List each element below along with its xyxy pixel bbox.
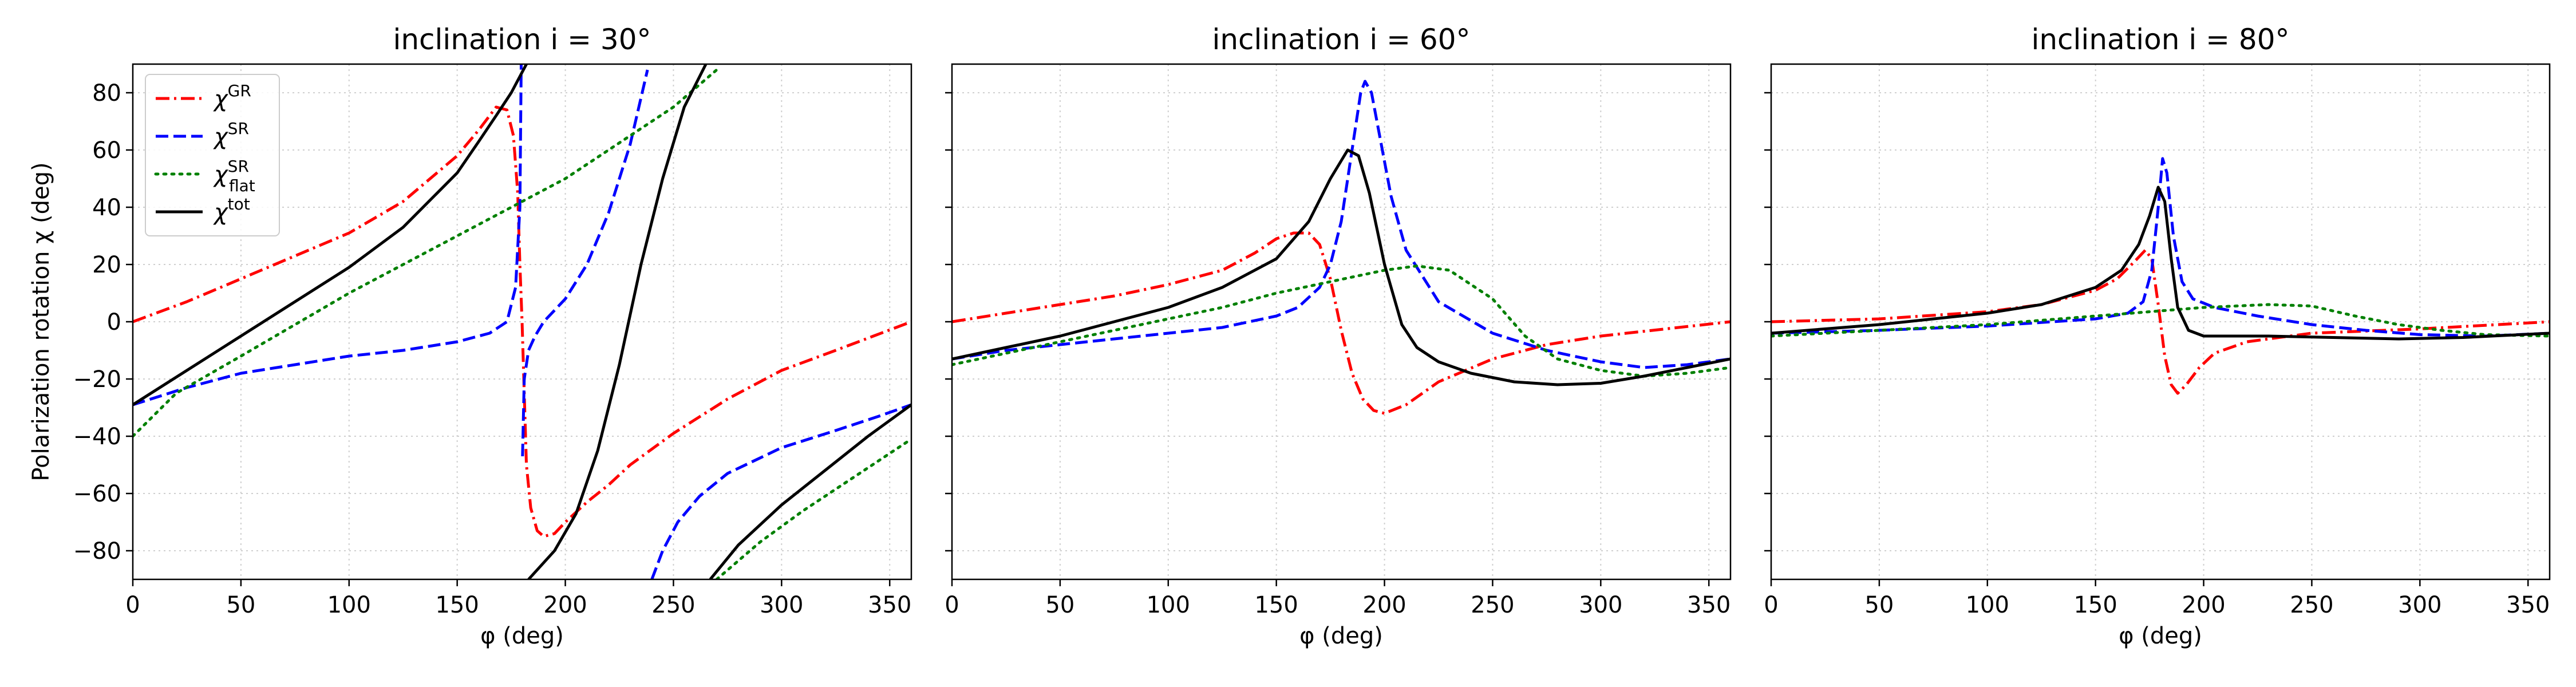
- x-tick-label: 0: [125, 592, 140, 618]
- y-tick-label: 40: [92, 195, 121, 221]
- y-tick-label: −20: [73, 366, 121, 393]
- panel-1: 0 50 100 150 200 250 300 350 −80 −60 −40 −20 0 20 40 60…: [73, 23, 912, 649]
- y-tick-label: 0: [107, 309, 121, 335]
- x-axis-label: φ (deg): [2119, 623, 2202, 649]
- x-tick-label: 250: [2290, 592, 2333, 618]
- series-line-chi-SR-flat: [1771, 303, 2550, 338]
- x-tick-label: 50: [226, 592, 255, 618]
- x-tick-label: 100: [1147, 592, 1190, 618]
- series-line-chi-SR: [521, 69, 649, 457]
- legend-label: χSR flat: [213, 157, 255, 195]
- legend-label: χSR: [213, 119, 249, 150]
- series-line-chi-SR-flat: [133, 68, 718, 438]
- x-tick-label: 300: [1579, 592, 1622, 618]
- x-tick-label: 50: [1864, 592, 1894, 618]
- series-line-chi-SR-flat: [715, 437, 911, 579]
- series-group: [952, 80, 1730, 415]
- x-tick-label: 200: [1362, 592, 1406, 618]
- x-tick-label: 250: [651, 592, 695, 618]
- x-tick-label: 200: [543, 592, 587, 618]
- x-tick-label: 350: [868, 592, 911, 618]
- series-line-chi-SR: [650, 403, 911, 579]
- x-tick-label: 150: [1254, 592, 1298, 618]
- y-tick-label: −40: [73, 424, 121, 450]
- legend-label: χtot: [213, 195, 250, 226]
- x-tick-label: 0: [1764, 592, 1778, 618]
- axes-frame: [951, 63, 1732, 581]
- series-line-chi-tot: [952, 148, 1730, 386]
- panel-title: inclination i = 80°: [2031, 23, 2289, 56]
- x-tick-label: 300: [760, 592, 803, 618]
- legend-label: χGR: [213, 81, 251, 112]
- legend-box: [145, 74, 280, 236]
- series-line-chi-tot: [1771, 185, 2550, 341]
- series-line-chi-tot: [709, 403, 911, 579]
- series-line-chi-tot: [527, 64, 708, 579]
- series-line-chi-SR: [133, 64, 523, 406]
- series-line-chi-GR: [952, 231, 1730, 415]
- y-axis-label: Polarization rotation χ (deg): [28, 162, 54, 481]
- x-tick-label: 0: [945, 592, 959, 618]
- y-tick-label: −80: [73, 538, 121, 564]
- x-tick-label: 150: [435, 592, 479, 618]
- x-axis-label: φ (deg): [480, 623, 564, 649]
- series-line-chi-SR: [952, 80, 1730, 369]
- y-tick-label: 20: [92, 252, 121, 278]
- x-tick-label: 50: [1045, 592, 1074, 618]
- series-group: [133, 64, 911, 579]
- y-tick-label: −60: [73, 481, 121, 507]
- x-tick-label: 100: [327, 592, 371, 618]
- series-line-chi-GR: [1771, 248, 2550, 395]
- panel-title: inclination i = 30°: [393, 23, 651, 56]
- panel-title: inclination i = 60°: [1212, 23, 1470, 56]
- series-group: [1771, 157, 2550, 395]
- panel-3: 0 50 100 150 200 250 300 350 inclination i = 80°…: [1764, 23, 2551, 649]
- x-tick-label: 100: [1966, 592, 2009, 618]
- y-tick-label: 80: [92, 80, 121, 106]
- x-tick-label: 150: [2073, 592, 2117, 618]
- x-tick-label: 300: [2398, 592, 2441, 618]
- series-line-chi-SR: [1771, 157, 2550, 338]
- series-line-chi-tot: [133, 64, 528, 406]
- y-tick-label: 60: [92, 137, 121, 164]
- panel-2: 0 50 100 150 200 250 300 350 inclination i = 60°…: [945, 23, 1732, 649]
- x-tick-label: 200: [2182, 592, 2225, 618]
- x-tick-label: 350: [1687, 592, 1730, 618]
- x-tick-label: 350: [2506, 592, 2550, 618]
- series-line-chi-SR-flat: [952, 264, 1730, 378]
- panels: 0 50 100 150 200 250 300 350 −80 −60 −40 −20 0 20 40 60…: [73, 23, 2551, 649]
- x-axis-label: φ (deg): [1299, 623, 1383, 649]
- x-tick-label: 250: [1471, 592, 1514, 618]
